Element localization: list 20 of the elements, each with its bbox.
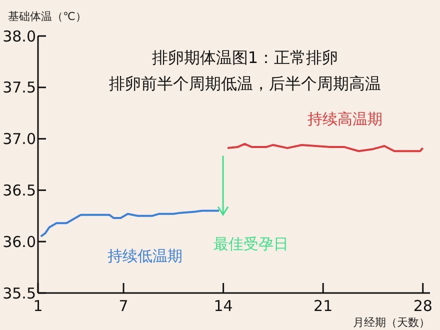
series-label: 持续低温期 (107, 246, 182, 265)
x-tick-label: 1 (33, 297, 43, 315)
y-tick-label: 36.5 (2, 181, 36, 200)
y-tick-label: 38.0 (2, 27, 36, 46)
x-tick-label: 28 (413, 297, 432, 315)
x-tick-label: 14 (214, 297, 233, 315)
x-tick-label: 7 (118, 297, 128, 315)
x-tick-label: 21 (314, 297, 333, 315)
y-axis-title: 基础体温（℃） (8, 10, 86, 23)
text: 排卵前半个周期低温，后半个周期高温 (109, 74, 381, 93)
y-tick-label: 36.0 (2, 232, 36, 251)
annotation: 最佳受孕日 (214, 234, 289, 253)
line-series (226, 142, 424, 152)
y-tick-label: 37.5 (2, 78, 36, 97)
x-axis-title: 月经期（天数） (353, 316, 430, 329)
y-tick-label: 35.5 (2, 284, 36, 302)
y-tick-label: 37.0 (2, 130, 36, 148)
line-series (40, 210, 220, 238)
series-label: 持续高温期 (308, 110, 383, 128)
text: 排卵期体温图1：正常排卵 (152, 48, 338, 67)
